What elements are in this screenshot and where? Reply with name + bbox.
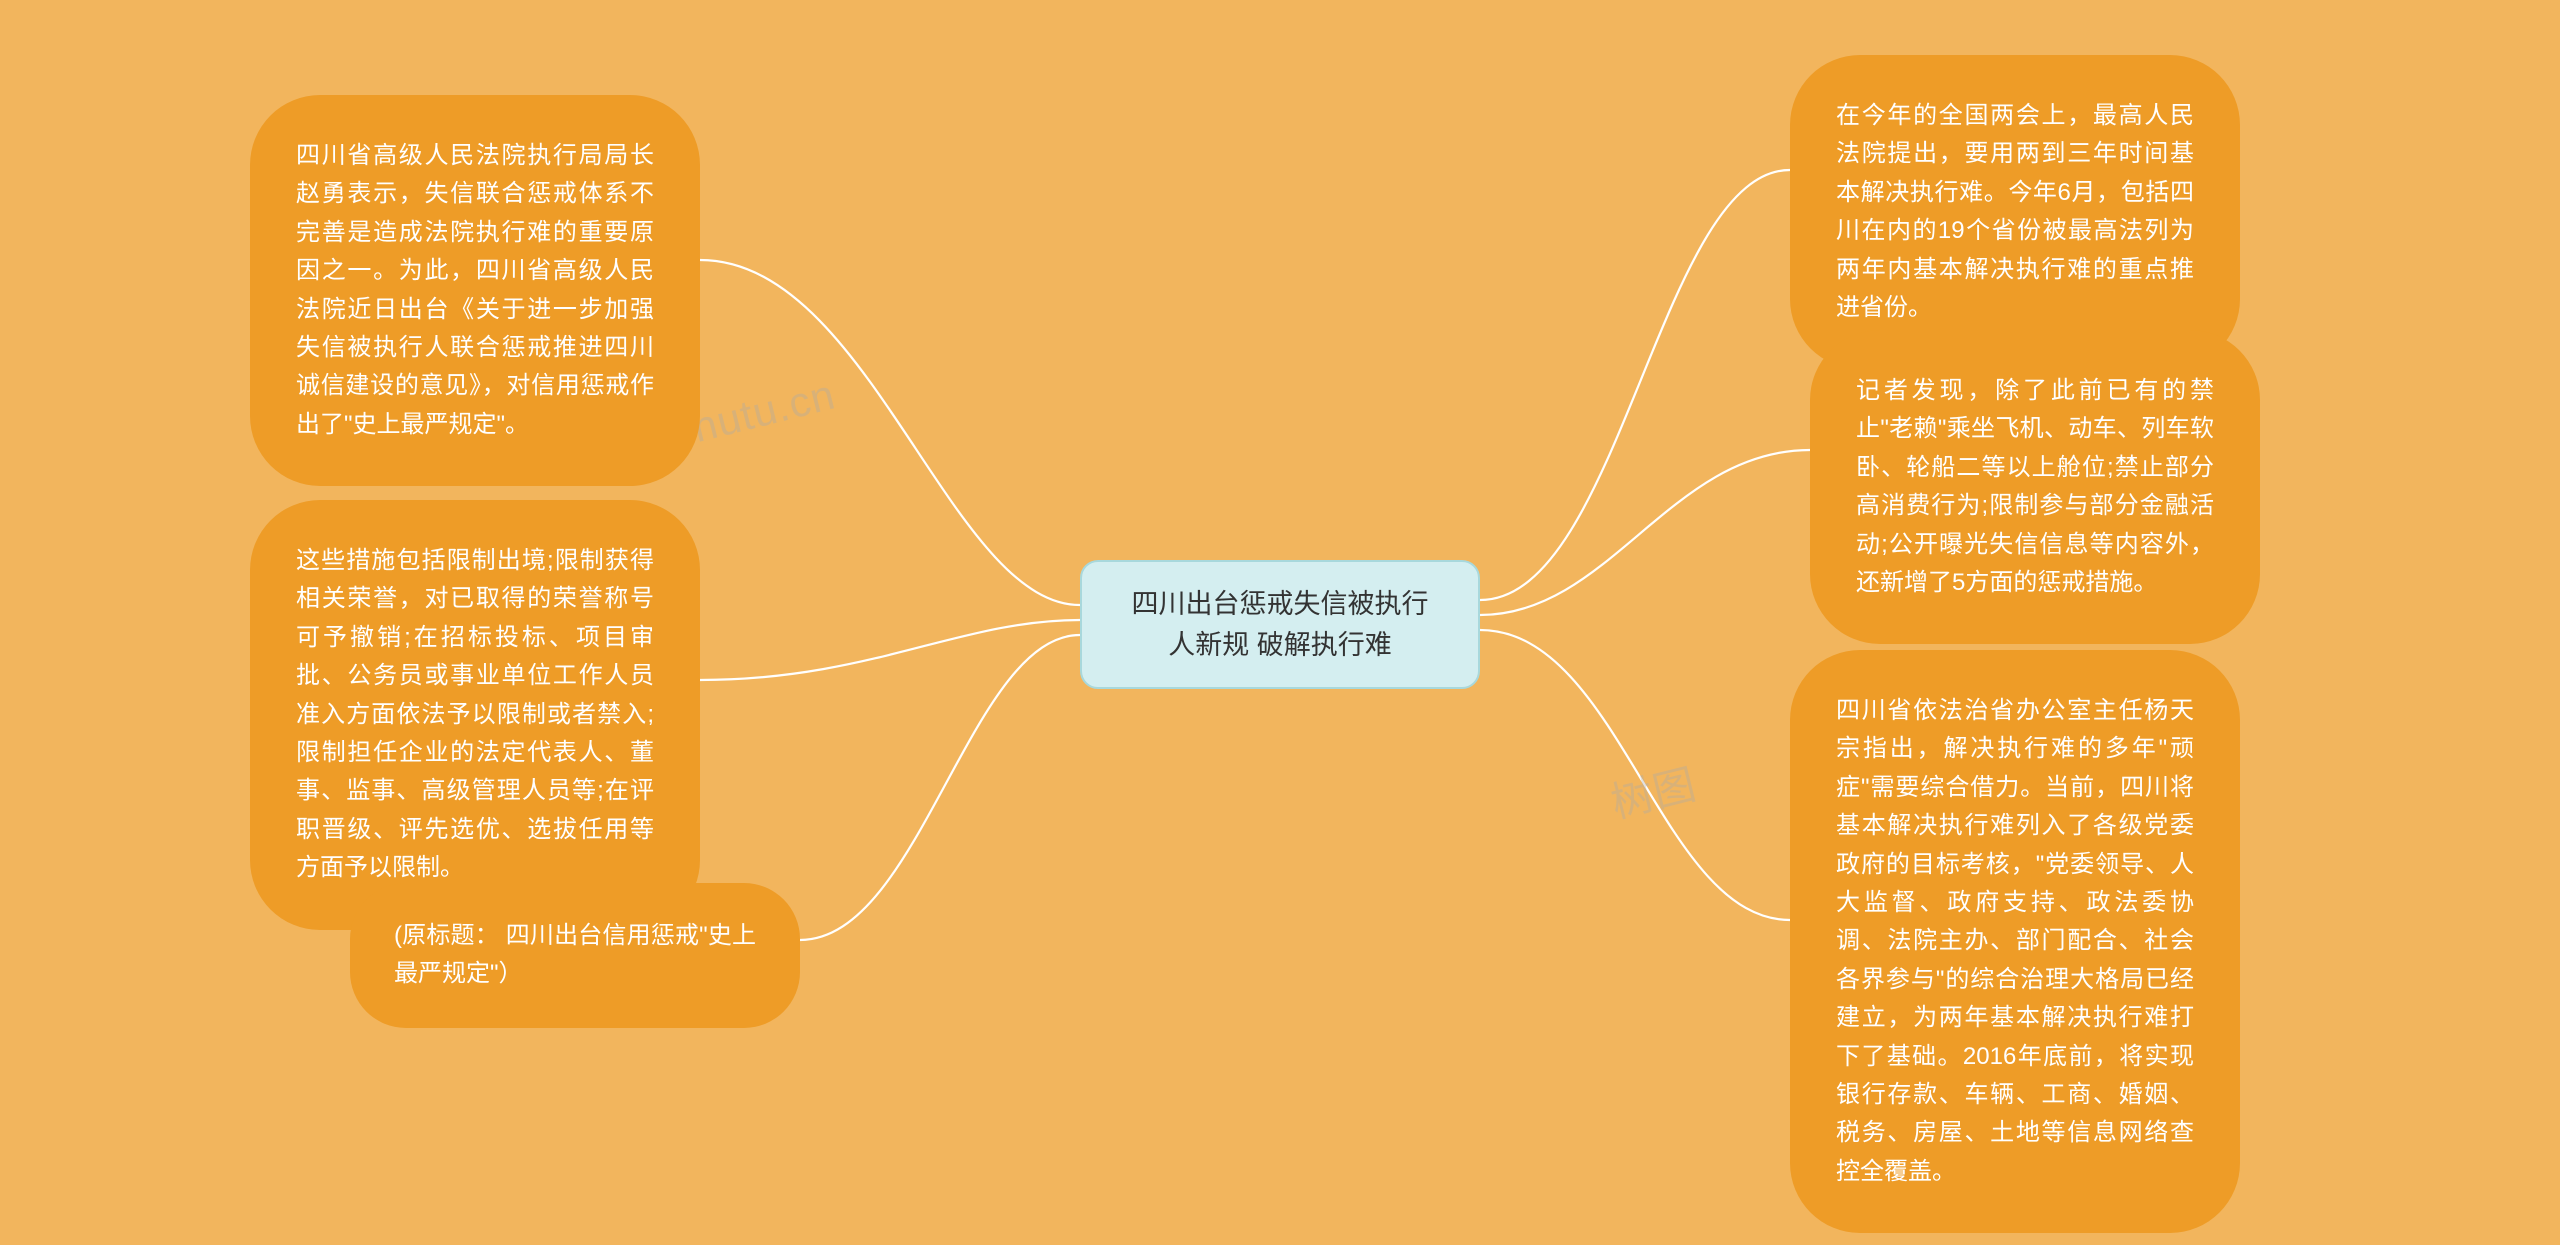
branch-left-3: (原标题： 四川出台信用惩戒"史上最严规定"） <box>350 883 800 1028</box>
branch-left-1: 四川省高级人民法院执行局局长赵勇表示，失信联合惩戒体系不完善是造成法院执行难的重… <box>250 95 700 486</box>
center-topic: 四川出台惩戒失信被执行 人新规 破解执行难 <box>1080 560 1480 689</box>
branch-text: (原标题： 四川出台信用惩戒"史上最严规定"） <box>394 922 756 987</box>
branch-right-2: 记者发现，除了此前已有的禁止"老赖"乘坐飞机、动车、列车软卧、轮船二等以上舱位;… <box>1810 330 2260 644</box>
mindmap-canvas: shutu.cn 树图.cn 树图 四川出台惩戒失信被执行 人新规 破解执行难 … <box>0 0 2560 1245</box>
branch-right-3: 四川省依法治省办公室主任杨天宗指出，解决执行难的多年"顽症"需要综合借力。当前，… <box>1790 650 2240 1233</box>
center-line1: 四川出台惩戒失信被执行 <box>1132 589 1429 619</box>
branch-text: 在今年的全国两会上，最高人民法院提出，要用两到三年时间基本解决执行难。今年6月，… <box>1836 102 2194 321</box>
branch-right-1: 在今年的全国两会上，最高人民法院提出，要用两到三年时间基本解决执行难。今年6月，… <box>1790 55 2240 369</box>
branch-text: 记者发现，除了此前已有的禁止"老赖"乘坐飞机、动车、列车软卧、轮船二等以上舱位;… <box>1856 377 2214 596</box>
watermark-chinese: 树图 <box>1607 762 1702 827</box>
branch-text: 这些措施包括限制出境;限制获得相关荣誉，对已取得的荣誉称号可予撤销;在招标投标、… <box>296 547 654 881</box>
branch-text: 四川省依法治省办公室主任杨天宗指出，解决执行难的多年"顽症"需要综合借力。当前，… <box>1836 697 2194 1185</box>
branch-left-2: 这些措施包括限制出境;限制获得相关荣誉，对已取得的荣誉称号可予撤销;在招标投标、… <box>250 500 700 930</box>
watermark: 树图 <box>1604 751 1702 831</box>
branch-text: 四川省高级人民法院执行局局长赵勇表示，失信联合惩戒体系不完善是造成法院执行难的重… <box>296 142 654 438</box>
center-line2: 人新规 破解执行难 <box>1168 630 1392 660</box>
